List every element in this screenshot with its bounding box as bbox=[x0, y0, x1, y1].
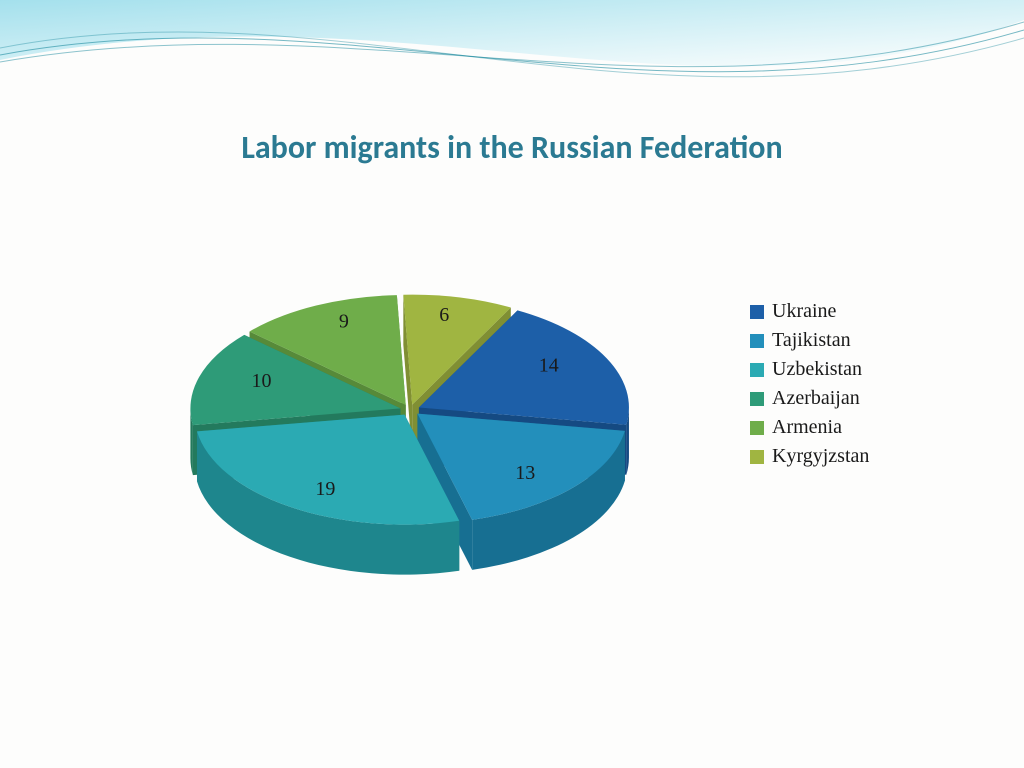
chart-title: Labor migrants in the Russian Federation bbox=[0, 128, 1024, 167]
legend-item: Azerbaijan bbox=[750, 387, 869, 410]
legend-item: Armenia bbox=[750, 416, 869, 439]
legend-label: Azerbaijan bbox=[772, 387, 860, 410]
slide-container: { "title": { "text": "Labor migrants in … bbox=[0, 0, 1024, 768]
legend-item: Kyrgyjzstan bbox=[750, 445, 869, 468]
legend-label: Ukraine bbox=[772, 300, 836, 323]
wave-header bbox=[0, 0, 1024, 200]
legend-swatch bbox=[750, 363, 764, 377]
pie-slice-label: 19 bbox=[315, 478, 335, 500]
legend-swatch bbox=[750, 421, 764, 435]
pie-slice-label: 6 bbox=[439, 304, 449, 326]
legend-swatch bbox=[750, 305, 764, 319]
pie-slice-label: 9 bbox=[339, 311, 349, 333]
legend-label: Tajikistan bbox=[772, 329, 851, 352]
legend-swatch bbox=[750, 392, 764, 406]
legend-swatch bbox=[750, 334, 764, 348]
legend-item: Uzbekistan bbox=[750, 358, 869, 381]
legend-item: Ukraine bbox=[750, 300, 869, 323]
legend-item: Tajikistan bbox=[750, 329, 869, 352]
legend-label: Uzbekistan bbox=[772, 358, 862, 381]
legend-label: Armenia bbox=[772, 416, 842, 439]
pie-slice-label: 13 bbox=[515, 462, 535, 484]
legend-swatch bbox=[750, 450, 764, 464]
legend: Ukraine Tajikistan Uzbekistan Azerbaijan Arm… bbox=[750, 300, 869, 474]
pie-slice-label: 10 bbox=[251, 370, 271, 392]
pie-chart: 14 13 19 10 9 6 bbox=[120, 200, 670, 640]
pie-slice-label: 14 bbox=[539, 355, 559, 377]
legend-label: Kyrgyjzstan bbox=[772, 445, 869, 468]
